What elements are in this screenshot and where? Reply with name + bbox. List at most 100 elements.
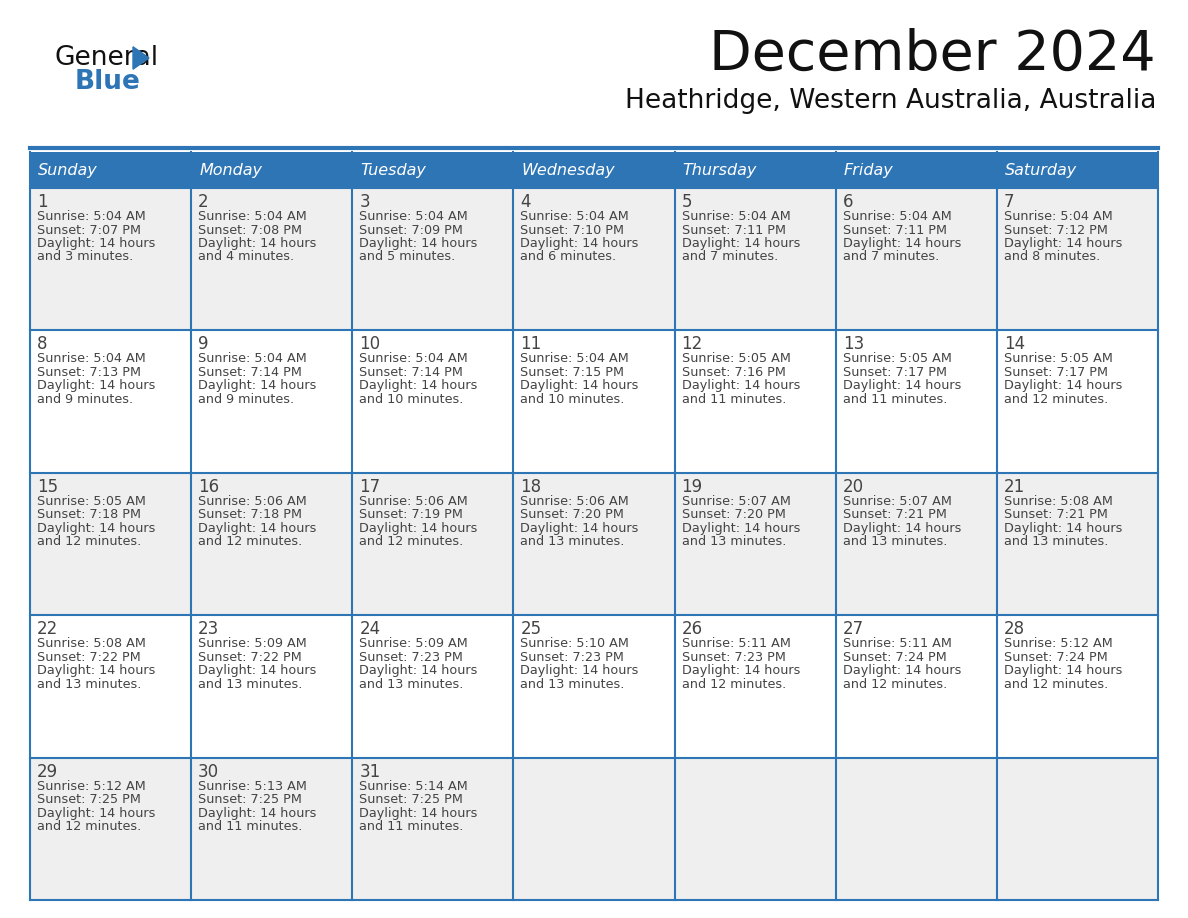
Text: Daylight: 14 hours: Daylight: 14 hours <box>37 665 156 677</box>
Text: Sunrise: 5:11 AM: Sunrise: 5:11 AM <box>842 637 952 650</box>
Text: Sunset: 7:17 PM: Sunset: 7:17 PM <box>842 366 947 379</box>
Text: and 11 minutes.: and 11 minutes. <box>359 820 463 834</box>
Text: Sunrise: 5:04 AM: Sunrise: 5:04 AM <box>198 210 307 223</box>
Text: 14: 14 <box>1004 335 1025 353</box>
Text: Sunrise: 5:04 AM: Sunrise: 5:04 AM <box>682 210 790 223</box>
Text: and 4 minutes.: and 4 minutes. <box>198 251 295 263</box>
Text: Sunset: 7:24 PM: Sunset: 7:24 PM <box>1004 651 1107 664</box>
Text: Sunset: 7:16 PM: Sunset: 7:16 PM <box>682 366 785 379</box>
Text: Monday: Monday <box>200 162 263 177</box>
Text: Daylight: 14 hours: Daylight: 14 hours <box>682 237 800 250</box>
Text: Sunset: 7:17 PM: Sunset: 7:17 PM <box>1004 366 1108 379</box>
Text: Sunset: 7:10 PM: Sunset: 7:10 PM <box>520 223 625 237</box>
Text: Sunday: Sunday <box>38 162 97 177</box>
Text: Sunrise: 5:07 AM: Sunrise: 5:07 AM <box>682 495 790 508</box>
Text: and 7 minutes.: and 7 minutes. <box>682 251 778 263</box>
Text: Daylight: 14 hours: Daylight: 14 hours <box>682 379 800 392</box>
Text: Sunrise: 5:04 AM: Sunrise: 5:04 AM <box>520 210 630 223</box>
Text: 23: 23 <box>198 621 220 638</box>
Text: Daylight: 14 hours: Daylight: 14 hours <box>198 521 316 535</box>
Text: Daylight: 14 hours: Daylight: 14 hours <box>842 665 961 677</box>
Text: Sunrise: 5:04 AM: Sunrise: 5:04 AM <box>37 353 146 365</box>
Text: Daylight: 14 hours: Daylight: 14 hours <box>359 237 478 250</box>
Bar <box>30 188 1158 330</box>
Text: and 13 minutes.: and 13 minutes. <box>520 677 625 690</box>
Text: Sunrise: 5:07 AM: Sunrise: 5:07 AM <box>842 495 952 508</box>
Text: and 11 minutes.: and 11 minutes. <box>682 393 786 406</box>
Text: 20: 20 <box>842 477 864 496</box>
Text: Daylight: 14 hours: Daylight: 14 hours <box>520 379 639 392</box>
Text: Tuesday: Tuesday <box>360 162 426 177</box>
Text: and 11 minutes.: and 11 minutes. <box>198 820 303 834</box>
Text: Sunrise: 5:13 AM: Sunrise: 5:13 AM <box>198 779 307 792</box>
Text: Sunrise: 5:04 AM: Sunrise: 5:04 AM <box>359 210 468 223</box>
Text: 7: 7 <box>1004 193 1015 211</box>
Text: Friday: Friday <box>843 162 893 177</box>
Text: and 12 minutes.: and 12 minutes. <box>842 677 947 690</box>
Text: Sunrise: 5:04 AM: Sunrise: 5:04 AM <box>520 353 630 365</box>
Text: Sunrise: 5:08 AM: Sunrise: 5:08 AM <box>1004 495 1113 508</box>
Text: 21: 21 <box>1004 477 1025 496</box>
Text: and 13 minutes.: and 13 minutes. <box>842 535 947 548</box>
Text: Sunrise: 5:04 AM: Sunrise: 5:04 AM <box>198 353 307 365</box>
Text: and 12 minutes.: and 12 minutes. <box>37 820 141 834</box>
Text: 17: 17 <box>359 477 380 496</box>
Text: Sunset: 7:23 PM: Sunset: 7:23 PM <box>520 651 625 664</box>
Text: Sunrise: 5:05 AM: Sunrise: 5:05 AM <box>842 353 952 365</box>
Text: Sunrise: 5:05 AM: Sunrise: 5:05 AM <box>1004 353 1113 365</box>
Text: Sunset: 7:22 PM: Sunset: 7:22 PM <box>37 651 140 664</box>
Text: and 10 minutes.: and 10 minutes. <box>359 393 463 406</box>
Bar <box>30 615 1158 757</box>
Text: and 12 minutes.: and 12 minutes. <box>682 677 785 690</box>
Text: 31: 31 <box>359 763 380 780</box>
Text: Heathridge, Western Australia, Australia: Heathridge, Western Australia, Australia <box>625 88 1156 114</box>
Text: 18: 18 <box>520 477 542 496</box>
Text: Sunset: 7:23 PM: Sunset: 7:23 PM <box>682 651 785 664</box>
Text: 4: 4 <box>520 193 531 211</box>
Text: 11: 11 <box>520 335 542 353</box>
Text: Daylight: 14 hours: Daylight: 14 hours <box>682 665 800 677</box>
Text: Sunset: 7:20 PM: Sunset: 7:20 PM <box>682 509 785 521</box>
Text: and 10 minutes.: and 10 minutes. <box>520 393 625 406</box>
Text: and 12 minutes.: and 12 minutes. <box>1004 677 1108 690</box>
Text: 9: 9 <box>198 335 209 353</box>
Text: and 5 minutes.: and 5 minutes. <box>359 251 455 263</box>
Text: Daylight: 14 hours: Daylight: 14 hours <box>1004 379 1123 392</box>
Text: 2: 2 <box>198 193 209 211</box>
Text: 25: 25 <box>520 621 542 638</box>
Text: Daylight: 14 hours: Daylight: 14 hours <box>198 665 316 677</box>
Text: and 13 minutes.: and 13 minutes. <box>520 535 625 548</box>
Text: Sunrise: 5:11 AM: Sunrise: 5:11 AM <box>682 637 790 650</box>
Text: Sunset: 7:25 PM: Sunset: 7:25 PM <box>359 793 463 806</box>
Text: Sunset: 7:13 PM: Sunset: 7:13 PM <box>37 366 141 379</box>
Text: 15: 15 <box>37 477 58 496</box>
Text: December 2024: December 2024 <box>709 28 1156 82</box>
Text: Sunset: 7:11 PM: Sunset: 7:11 PM <box>682 223 785 237</box>
Text: 29: 29 <box>37 763 58 780</box>
Text: Sunrise: 5:05 AM: Sunrise: 5:05 AM <box>682 353 790 365</box>
Text: Sunset: 7:14 PM: Sunset: 7:14 PM <box>359 366 463 379</box>
Text: Sunset: 7:11 PM: Sunset: 7:11 PM <box>842 223 947 237</box>
Text: Daylight: 14 hours: Daylight: 14 hours <box>198 379 316 392</box>
Text: Daylight: 14 hours: Daylight: 14 hours <box>37 521 156 535</box>
Text: 3: 3 <box>359 193 369 211</box>
Text: Daylight: 14 hours: Daylight: 14 hours <box>520 521 639 535</box>
Text: Sunset: 7:25 PM: Sunset: 7:25 PM <box>37 793 141 806</box>
Text: Daylight: 14 hours: Daylight: 14 hours <box>520 237 639 250</box>
Text: Daylight: 14 hours: Daylight: 14 hours <box>1004 521 1123 535</box>
Text: and 12 minutes.: and 12 minutes. <box>1004 393 1108 406</box>
Text: Sunset: 7:08 PM: Sunset: 7:08 PM <box>198 223 302 237</box>
Bar <box>30 330 1158 473</box>
Text: Sunrise: 5:09 AM: Sunrise: 5:09 AM <box>359 637 468 650</box>
Text: Sunset: 7:21 PM: Sunset: 7:21 PM <box>1004 509 1107 521</box>
Polygon shape <box>133 47 148 69</box>
Text: and 13 minutes.: and 13 minutes. <box>1004 535 1108 548</box>
Text: 22: 22 <box>37 621 58 638</box>
Text: 30: 30 <box>198 763 220 780</box>
Text: General: General <box>55 45 159 71</box>
Text: 6: 6 <box>842 193 853 211</box>
Text: and 7 minutes.: and 7 minutes. <box>842 251 939 263</box>
Text: 1: 1 <box>37 193 48 211</box>
Text: 13: 13 <box>842 335 864 353</box>
Text: and 13 minutes.: and 13 minutes. <box>198 677 303 690</box>
